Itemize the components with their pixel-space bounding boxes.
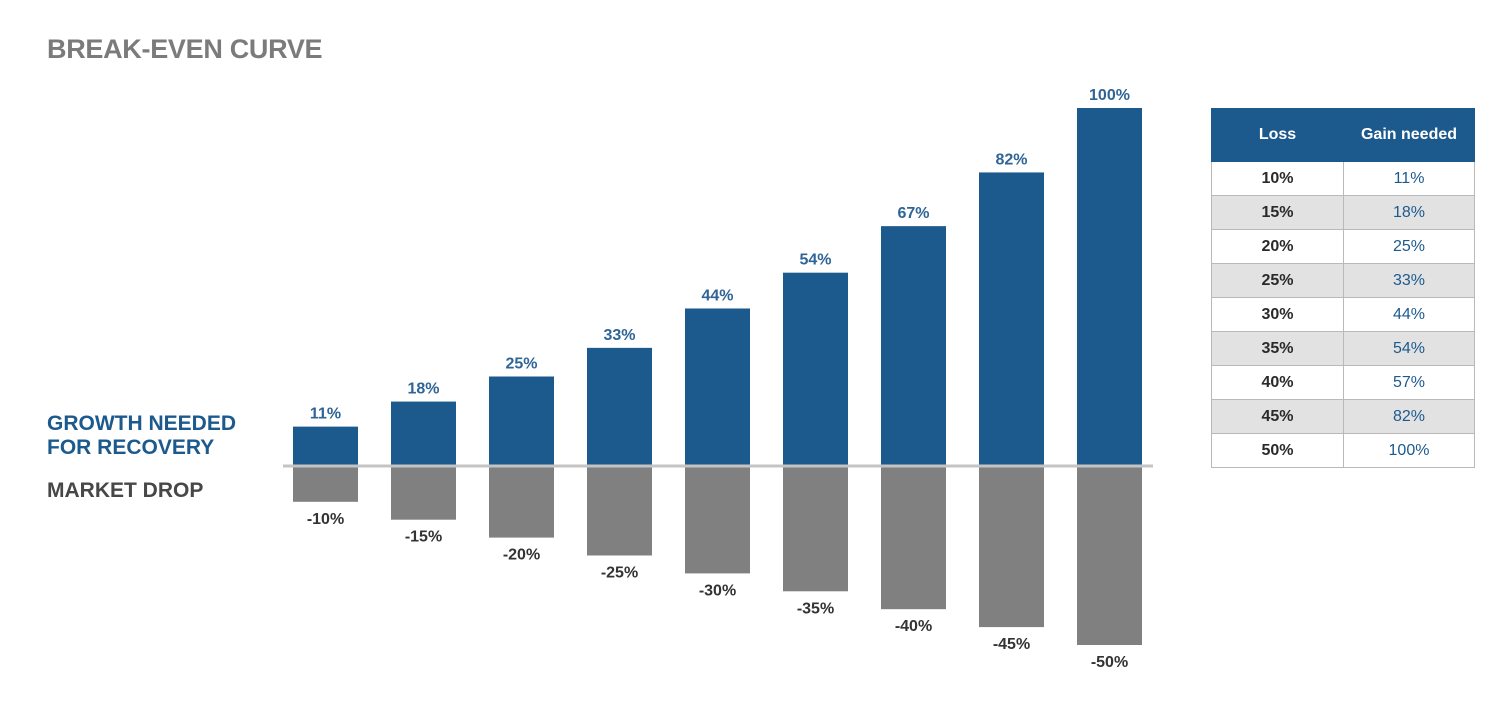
drop-bar (783, 466, 848, 592)
loss-cell: 20% (1211, 229, 1344, 264)
table-row: 45% 82% (1211, 399, 1475, 434)
drop-bar (489, 466, 554, 538)
growth-bar (293, 426, 358, 466)
break-even-chart: 11% -10% 18% -15% 25% -20% 33% -25% 44% -30% 54% -3… (283, 87, 1153, 671)
break-even-table: Loss Gain needed 10% 11% 15% 18% 20% 25%… (1211, 108, 1475, 468)
loss-cell: 50% (1211, 433, 1344, 468)
growth-value-label: 82% (995, 151, 1027, 168)
growth-label-line2: FOR RECOVERY (47, 436, 215, 459)
growth-value-label: 44% (701, 287, 733, 304)
gain-cell: 11% (1343, 161, 1475, 196)
growth-bar (783, 272, 848, 466)
drop-series-label: MARKET DROP (47, 479, 204, 502)
drop-bar (881, 466, 946, 610)
growth-bar (587, 347, 652, 466)
loss-cell: 25% (1211, 263, 1344, 298)
growth-value-label: 100% (1089, 87, 1130, 104)
loss-cell: 35% (1211, 331, 1344, 366)
growth-bar (391, 401, 456, 466)
drop-bar (685, 466, 750, 574)
table-header-gain: Gain needed (1343, 108, 1475, 162)
table-row: 40% 57% (1211, 365, 1475, 400)
table-row: 30% 44% (1211, 297, 1475, 332)
drop-value-label: -15% (405, 529, 442, 546)
drop-bar (293, 466, 358, 502)
drop-value-label: -40% (895, 618, 932, 635)
growth-series-label: GROWTH NEEDED FOR RECOVERY (47, 412, 236, 460)
growth-value-label: 54% (799, 252, 831, 269)
growth-bar (881, 226, 946, 466)
table-row: 10% 11% (1211, 161, 1475, 196)
growth-bar (1077, 108, 1142, 466)
growth-label-line1: GROWTH NEEDED (47, 412, 236, 435)
loss-cell: 40% (1211, 365, 1344, 400)
gain-cell: 33% (1343, 263, 1475, 298)
gain-cell: 54% (1343, 331, 1475, 366)
gain-cell: 100% (1343, 433, 1475, 468)
table-row: 20% 25% (1211, 229, 1475, 264)
gain-cell: 82% (1343, 399, 1475, 434)
drop-bar (1077, 466, 1142, 645)
drop-value-label: -50% (1091, 654, 1128, 671)
drop-value-label: -35% (797, 600, 834, 617)
growth-value-label: 11% (310, 406, 341, 423)
drop-value-label: -25% (601, 565, 638, 582)
gain-cell: 57% (1343, 365, 1475, 400)
growth-value-label: 67% (897, 205, 929, 222)
table-row: 15% 18% (1211, 195, 1475, 230)
growth-bar (489, 376, 554, 466)
growth-value-label: 18% (407, 381, 439, 398)
drop-bar (587, 466, 652, 556)
growth-bar (979, 172, 1044, 466)
loss-cell: 15% (1211, 195, 1344, 230)
growth-bar (685, 308, 750, 466)
drop-value-label: -10% (307, 511, 344, 528)
loss-cell: 30% (1211, 297, 1344, 332)
growth-value-label: 25% (505, 356, 537, 373)
drop-value-label: -20% (503, 547, 540, 564)
drop-value-label: -45% (993, 636, 1030, 653)
drop-bar (979, 466, 1044, 628)
table-header-loss: Loss (1211, 108, 1344, 162)
drop-bar (391, 466, 456, 520)
table-row: 25% 33% (1211, 263, 1475, 298)
loss-cell: 10% (1211, 161, 1344, 196)
growth-value-label: 33% (603, 327, 635, 344)
gain-cell: 44% (1343, 297, 1475, 332)
loss-cell: 45% (1211, 399, 1344, 434)
drop-value-label: -30% (699, 582, 736, 599)
chart-title: BREAK-EVEN CURVE (47, 34, 323, 64)
table-row: 35% 54% (1211, 331, 1475, 366)
table-row: 50% 100% (1211, 433, 1475, 468)
gain-cell: 25% (1343, 229, 1475, 264)
table-header-row: Loss Gain needed (1211, 108, 1475, 162)
gain-cell: 18% (1343, 195, 1475, 230)
